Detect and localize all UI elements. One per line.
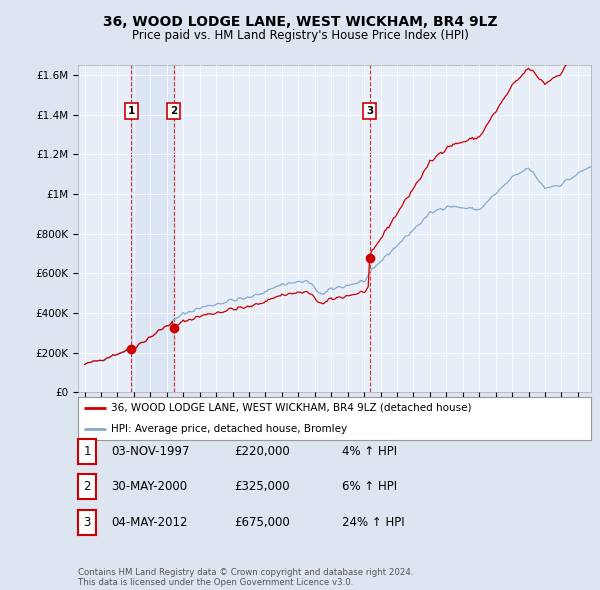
Text: 30-MAY-2000: 30-MAY-2000 xyxy=(111,480,187,493)
Text: 24% ↑ HPI: 24% ↑ HPI xyxy=(342,516,404,529)
Text: 1: 1 xyxy=(128,106,135,116)
Text: 3: 3 xyxy=(366,106,373,116)
Text: Contains HM Land Registry data © Crown copyright and database right 2024.
This d: Contains HM Land Registry data © Crown c… xyxy=(78,568,413,587)
Text: 03-NOV-1997: 03-NOV-1997 xyxy=(111,445,190,458)
Text: £325,000: £325,000 xyxy=(234,480,290,493)
Text: 4% ↑ HPI: 4% ↑ HPI xyxy=(342,445,397,458)
Text: Price paid vs. HM Land Registry's House Price Index (HPI): Price paid vs. HM Land Registry's House … xyxy=(131,30,469,42)
Text: 36, WOOD LODGE LANE, WEST WICKHAM, BR4 9LZ: 36, WOOD LODGE LANE, WEST WICKHAM, BR4 9… xyxy=(103,15,497,29)
Text: 3: 3 xyxy=(83,516,91,529)
Text: 2: 2 xyxy=(170,106,177,116)
Text: £675,000: £675,000 xyxy=(234,516,290,529)
Text: 6% ↑ HPI: 6% ↑ HPI xyxy=(342,480,397,493)
Text: 1: 1 xyxy=(83,445,91,458)
Text: £220,000: £220,000 xyxy=(234,445,290,458)
Text: 04-MAY-2012: 04-MAY-2012 xyxy=(111,516,187,529)
Bar xyxy=(131,65,173,392)
Text: HPI: Average price, detached house, Bromley: HPI: Average price, detached house, Brom… xyxy=(112,424,347,434)
Text: 2: 2 xyxy=(83,480,91,493)
Text: 36, WOOD LODGE LANE, WEST WICKHAM, BR4 9LZ (detached house): 36, WOOD LODGE LANE, WEST WICKHAM, BR4 9… xyxy=(112,403,472,412)
